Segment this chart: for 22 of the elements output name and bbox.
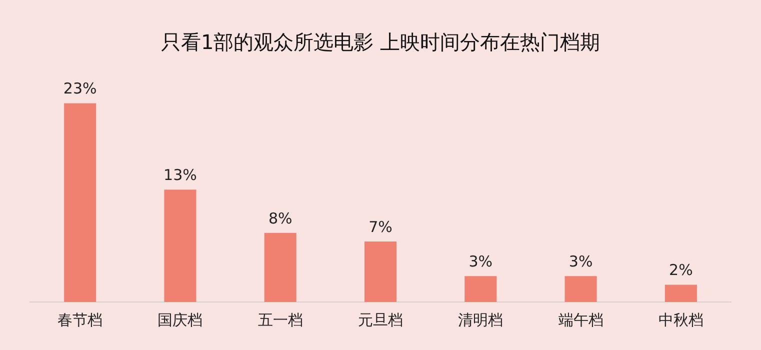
x-tick-label: 中秋档 [658, 310, 704, 329]
data-label: 3% [468, 252, 493, 270]
bar [464, 276, 497, 302]
x-tick-label: 五一档 [258, 310, 303, 329]
bar [564, 276, 597, 302]
data-label: 13% [164, 166, 197, 184]
data-label: 7% [368, 218, 392, 236]
bar [164, 190, 196, 302]
data-label: 8% [268, 209, 292, 228]
bar [264, 232, 296, 302]
x-tick-label: 端午档 [558, 310, 604, 329]
data-label: 23% [63, 80, 97, 98]
x-tick-label: 国庆档 [158, 310, 203, 329]
bar [664, 284, 697, 302]
bar [364, 242, 397, 302]
x-tick-label: 春节档 [58, 310, 103, 329]
chart-title: 只看1部的观众所选电影 上映时间分布在热门档期 [160, 30, 600, 54]
bar [64, 103, 96, 302]
x-tick-label: 清明档 [458, 310, 504, 329]
data-label: 3% [568, 252, 593, 270]
x-tick-label: 元旦档 [358, 310, 403, 329]
data-label: 2% [669, 261, 693, 280]
